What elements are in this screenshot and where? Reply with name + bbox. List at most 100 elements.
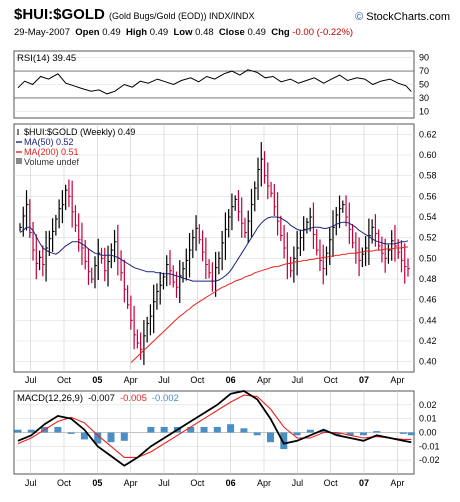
macd-line [17,390,412,467]
macd-histogram-bar [293,432,301,436]
macd-histogram-bar [147,426,155,433]
x-tick-label: Oct [57,478,72,488]
macd-histogram-bar [80,432,88,440]
x-tick-label: Apr [257,478,271,488]
macd-histogram-bar [213,426,221,433]
brand-name: StockCharts.com [366,11,450,23]
price-tick-label: 0.56 [419,191,437,201]
macd-histogram-bar [54,426,62,433]
chg-label: Chg [271,27,290,38]
macd-histogram-bar [120,432,128,441]
macd-histogram-bar [107,432,115,443]
x-tick-label: Jul [292,375,304,385]
price-tick-label: 0.52 [419,233,437,243]
legend-entry: MA(50) 0.52 [24,137,74,147]
macd-histogram-bar [240,428,248,433]
macd-legend-entry: -0.002 [152,393,179,404]
macd-legend-entry: MACD(12,26,9) [17,393,83,404]
macd-tick-label: 0.01 [419,414,437,424]
copyright-icon: © [355,11,364,23]
x-tick-label: Apr [257,375,271,385]
open-label: Open [75,27,100,38]
ma200-line [130,246,408,364]
macd-histogram-bar [266,432,274,443]
x-tick-label: Apr [390,478,404,488]
x-tick-label: 06 [226,478,236,488]
x-tick-label: Oct [324,375,339,385]
x-tick-label: Oct [324,478,339,488]
price-tick-label: 0.60 [419,150,437,160]
symbol-title: $HUI:$GOLD [14,6,105,23]
macd-tick-label: 0.00 [419,428,437,438]
x-tick-label: Jul [25,478,37,488]
macd-tick-label: -0.02 [419,455,440,465]
macd-histogram-bar [67,432,75,434]
macd-histogram-bar [373,431,381,433]
x-tick-label: Apr [124,375,138,385]
close-value: 0.49 [247,27,266,38]
x-tick-label: Oct [190,478,205,488]
macd-signal-line [17,394,412,458]
x-tick-label: 05 [92,375,102,385]
macd-histogram-bar [399,432,407,434]
rsi-tick-label: 70 [419,66,429,76]
macd-histogram-bar [346,432,354,436]
high-value: 0.49 [149,27,169,38]
brand[interactable]: © StockCharts.com [355,11,450,23]
high-label: High [125,27,148,38]
open-value: 0.49 [102,27,121,38]
rsi-label: RSI(14) 39.45 [17,53,76,64]
macd-tick-label: 0.02 [419,400,437,410]
price-tick-label: 0.48 [419,274,437,284]
macd-histogram-bar [227,424,235,433]
macd-tick-label: -0.01 [419,441,440,451]
rsi-line [17,69,412,95]
legend-entry: MA(200) 0.51 [24,147,79,157]
chart-header: $HUI:$GOLD (Gold Bugs/Gold (EOD)) INDX/I… [14,6,255,23]
quote-info: 29-May-2007 Open 0.49 High 0.49 Low 0.48… [14,27,353,38]
low-label: Low [173,27,193,38]
price-tick-label: 0.40 [419,357,437,367]
x-tick-label: Oct [190,375,205,385]
macd-histogram-bar [160,426,168,433]
price-tick-label: 0.58 [419,171,437,181]
macd-histogram-bar [360,432,368,436]
macd-legend-entry: -0.005 [120,393,147,404]
price-tick-label: 0.50 [419,253,437,263]
price-tick-label: 0.44 [419,315,437,325]
x-tick-label: Jul [158,478,170,488]
price-tick-label: 0.42 [419,336,437,346]
quote-date: 29-May-2007 [14,27,70,38]
symbol-description: (Gold Bugs/Gold (EOD)) INDX/INDX [109,11,255,21]
panel-frame [13,123,415,373]
legend-volume-icon [16,158,22,164]
close-label: Close [218,27,245,38]
rsi-tick-label: 30 [419,93,429,103]
macd-histogram-bar [253,432,261,436]
x-tick-label: Jul [158,375,170,385]
x-tick-label: 06 [226,375,236,385]
macd-histogram-bar [27,429,35,433]
macd-histogram-bar [200,426,208,433]
macd-histogram-bar [407,432,415,436]
macd-histogram-bar [333,432,341,436]
x-tick-label: Oct [57,375,72,385]
x-tick-label: Jul [25,375,37,385]
x-tick-label: 07 [359,478,369,488]
x-tick-label: 07 [359,375,369,385]
macd-histogram-bar [94,432,102,444]
x-tick-label: Apr [124,478,138,488]
macd-histogram-bar [320,429,328,433]
low-value: 0.48 [195,27,214,38]
x-tick-label: 05 [92,478,102,488]
rsi-tick-label: 90 [419,53,429,63]
macd-histogram-bar [187,426,195,433]
ma50-line [19,216,409,282]
x-tick-label: Apr [390,375,404,385]
macd-histogram-bar [14,429,22,433]
macd-legend-entry: -0.007 [88,393,115,404]
chg-value: -0.00 (-0.22%) [292,27,354,38]
price-tick-label: 0.62 [419,129,437,139]
